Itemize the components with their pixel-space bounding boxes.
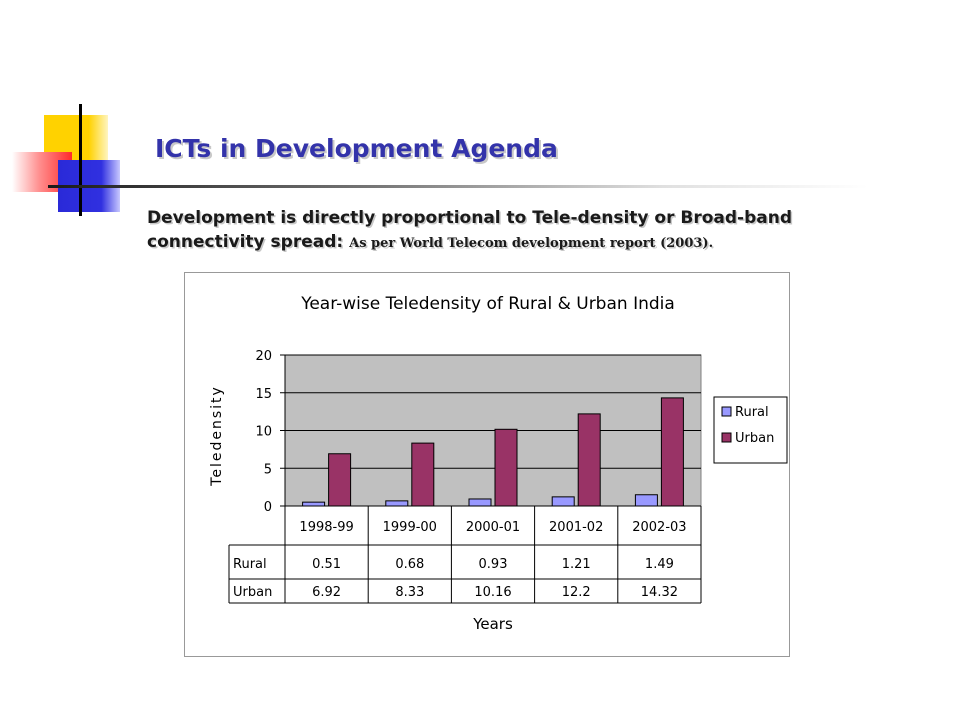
data-label-rural: 1.49 xyxy=(645,557,674,572)
legend-swatch-rural xyxy=(721,406,732,417)
slide-title: ICTs in Development Agenda xyxy=(155,134,558,163)
legend-label-urban: Urban xyxy=(735,431,774,446)
chart-title: Year-wise Teledensity of Rural & Urban I… xyxy=(300,294,675,314)
bar-rural xyxy=(551,496,575,507)
x-axis-label: Years xyxy=(472,615,513,633)
data-label-rural: 0.68 xyxy=(395,557,424,572)
x-category-label: 2000-01 xyxy=(466,520,520,535)
bar-urban xyxy=(411,442,435,507)
y-axis-label: Teledensity xyxy=(209,385,225,487)
data-label-rural: 1.21 xyxy=(562,557,591,572)
slide-subtitle: Development is directly proportional to … xyxy=(147,206,887,256)
bar-urban xyxy=(328,453,352,507)
chart-frame: Year-wise Teledensity of Rural & Urban I… xyxy=(184,272,790,657)
data-label-rural: 0.51 xyxy=(312,557,341,572)
table-row-label-rural: Rural xyxy=(233,557,267,572)
decorative-vertical-line xyxy=(79,104,82,216)
teledensity-chart: Year-wise Teledensity of Rural & Urban I… xyxy=(209,294,788,633)
subtitle-main-text: Development is directly proportional to … xyxy=(147,208,793,252)
bar-rural xyxy=(634,494,658,507)
y-tick-label: 15 xyxy=(255,387,272,402)
x-category-label: 1999-00 xyxy=(383,520,437,535)
x-category-label: 1998-99 xyxy=(299,520,353,535)
y-tick-label: 10 xyxy=(255,425,272,440)
x-category-label: 2002-03 xyxy=(632,520,686,535)
y-tick-label: 20 xyxy=(255,349,272,364)
bar-rural xyxy=(468,498,492,507)
data-label-urban: 14.32 xyxy=(641,585,678,600)
y-tick-label: 0 xyxy=(264,500,272,515)
title-underline xyxy=(48,185,868,188)
data-label-urban: 8.33 xyxy=(395,585,424,600)
legend-swatch-urban xyxy=(721,432,732,443)
data-label-urban: 12.2 xyxy=(562,585,591,600)
data-label-rural: 0.93 xyxy=(479,557,508,572)
y-tick-label: 5 xyxy=(264,462,272,477)
bar-urban xyxy=(660,397,684,507)
table-row-label-urban: Urban xyxy=(233,585,272,600)
legend-label-rural: Rural xyxy=(735,405,769,420)
x-category-label: 2001-02 xyxy=(549,520,603,535)
bar-urban xyxy=(577,413,601,507)
data-label-urban: 6.92 xyxy=(312,585,341,600)
data-label-urban: 10.16 xyxy=(474,585,511,600)
bar-urban xyxy=(494,428,518,507)
subtitle-source-note: As per World Telecom development report … xyxy=(349,236,714,251)
bar-rural xyxy=(385,500,409,507)
bar-rural xyxy=(302,501,326,507)
